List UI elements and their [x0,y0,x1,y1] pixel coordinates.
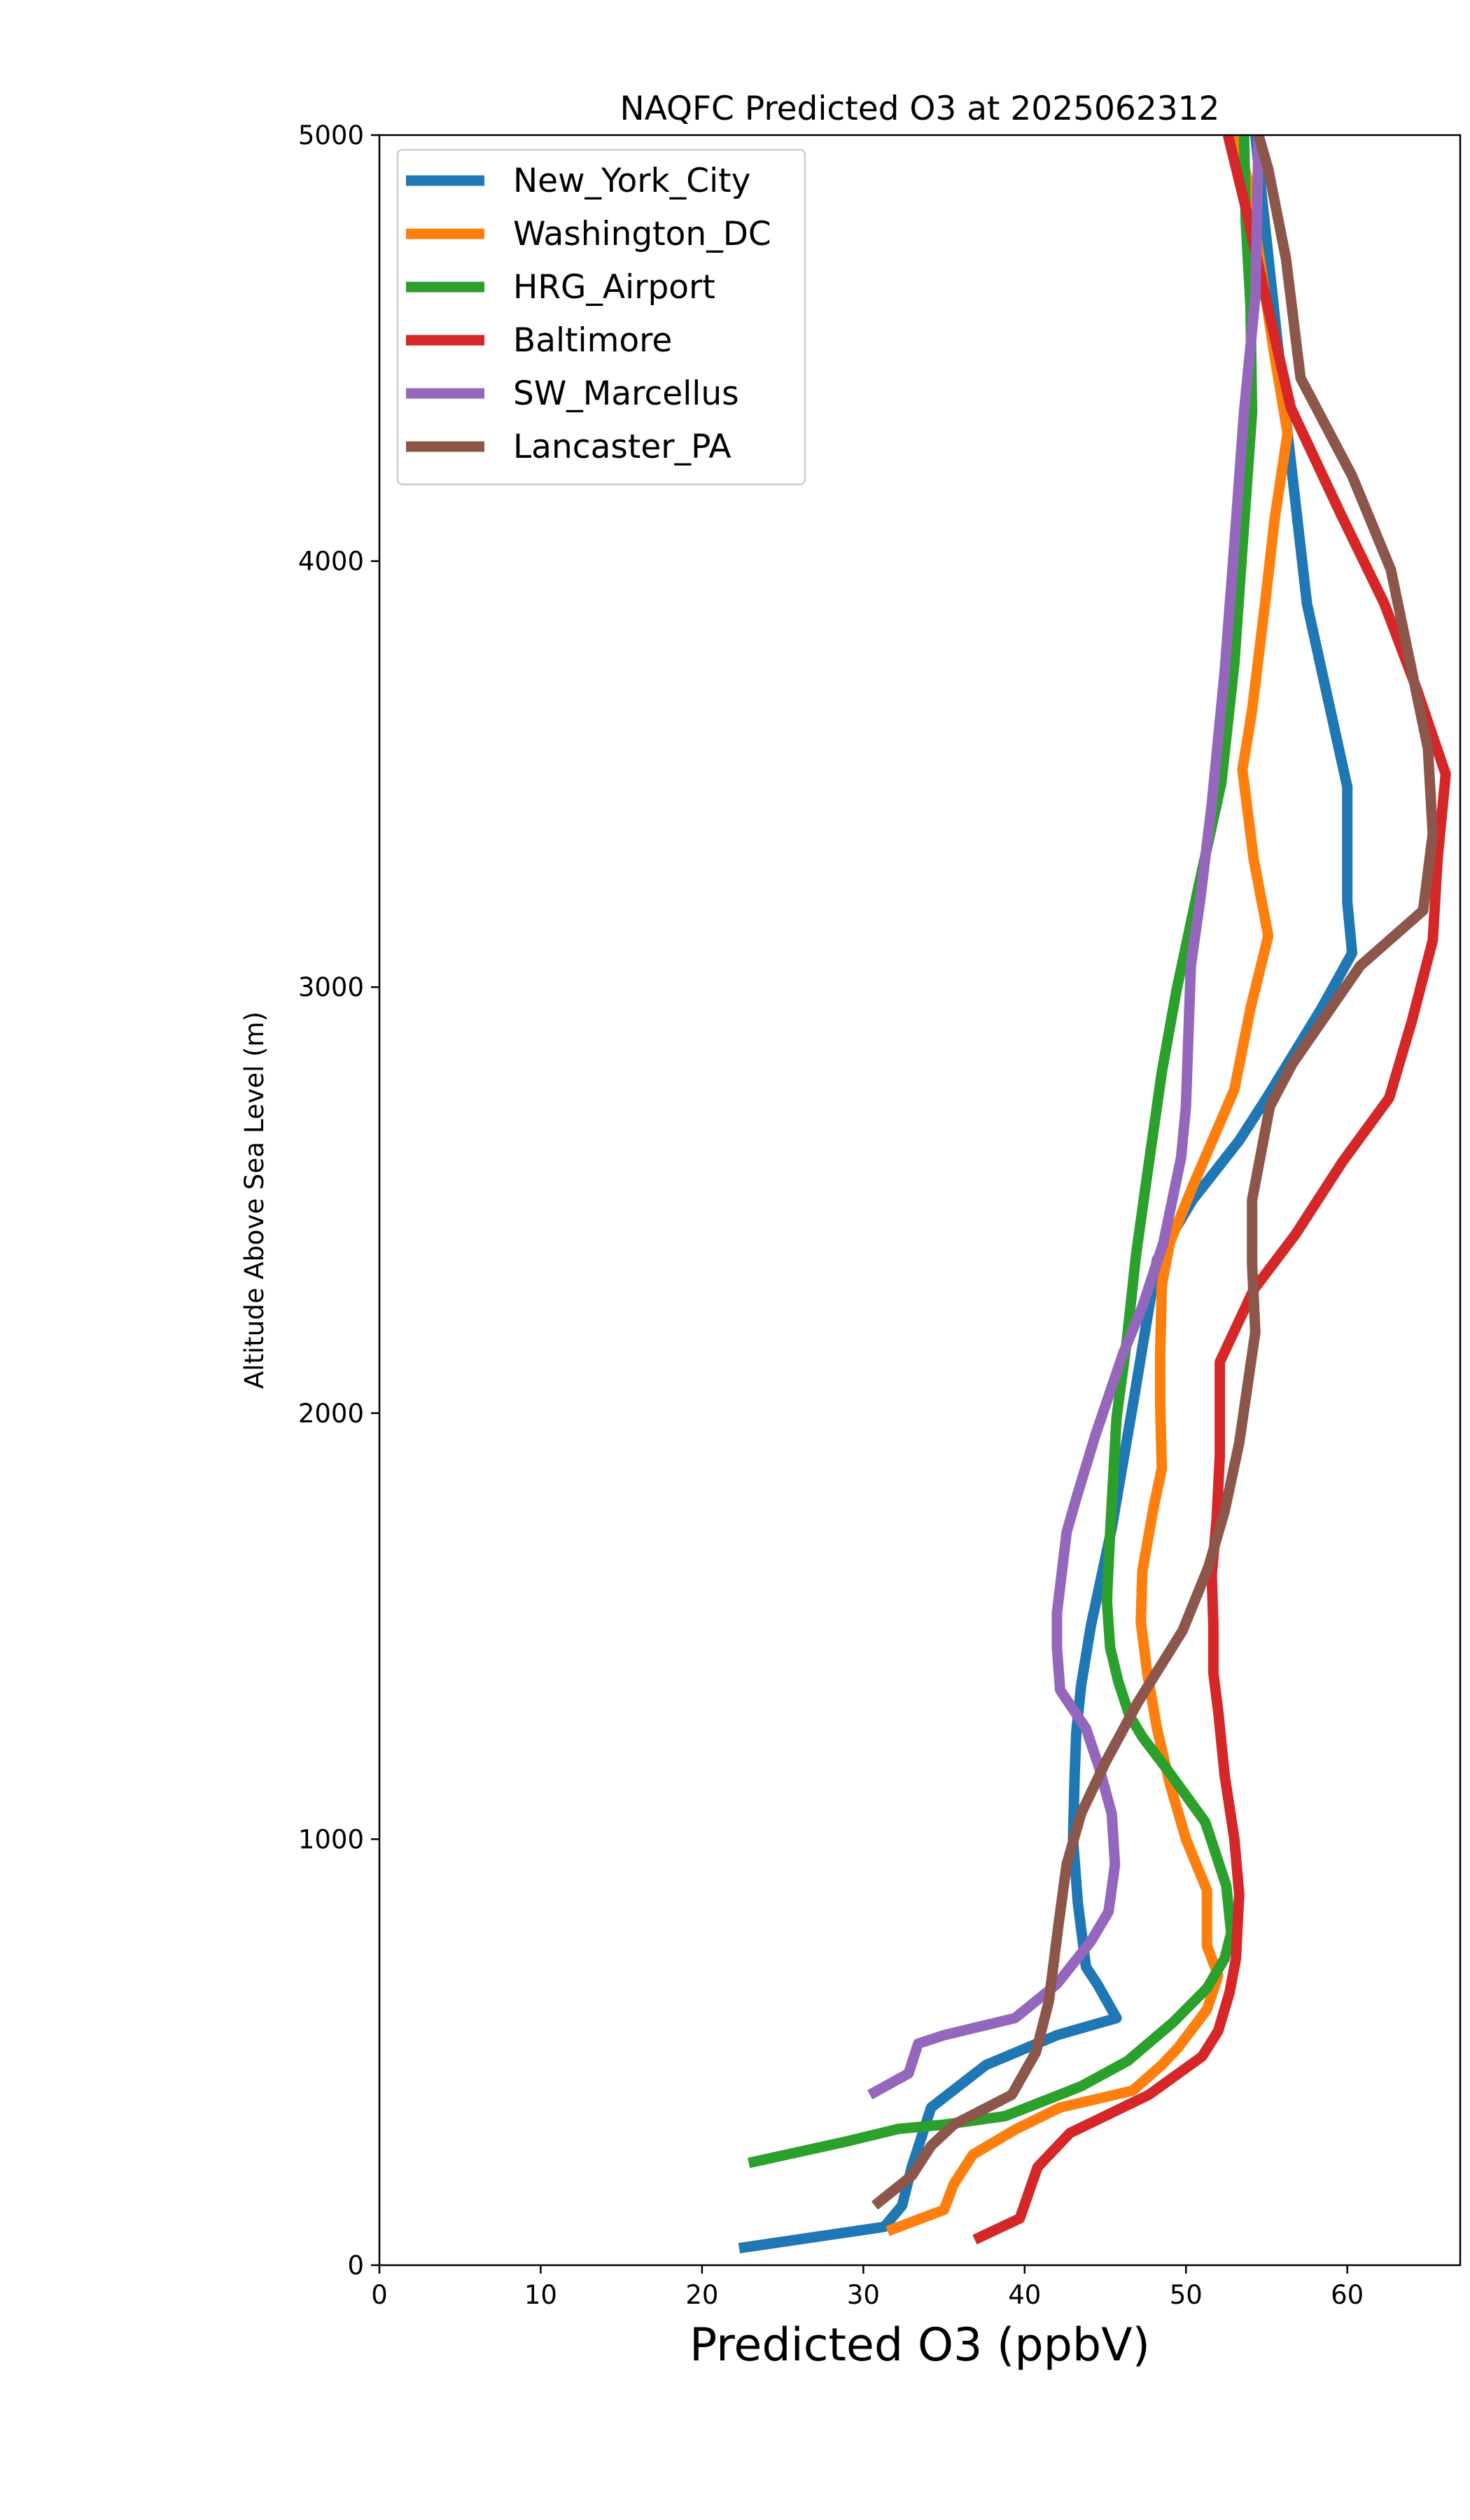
y-tick-label: 4000 [298,547,364,577]
legend-entry-new-york-city: New_York_City [513,162,750,200]
plot-area [738,135,1451,2254]
x-tick-label: 30 [847,2280,880,2310]
x-axis-label: Predicted O3 (ppbV) [690,2319,1150,2372]
y-tick-label: 3000 [298,972,364,1002]
series-line-hrg-airport [748,135,1258,2169]
x-tick-label: 10 [524,2280,557,2310]
series-lines [738,135,1451,2254]
y-axis-label: Altitude Above Sea Level (m) [239,1011,270,1389]
chart-title: NAQFC Predicted O3 at 2025062312 [620,90,1220,128]
legend-entry-baltimore: Baltimore [513,321,672,360]
x-tick-label: 20 [685,2280,718,2310]
x-tick-label: 40 [1008,2280,1041,2310]
legend-entry-washington-dc: Washington_DC [513,215,771,253]
legend-entry-hrg-airport: HRG_Airport [513,268,715,307]
legend: New_York_City Washington_DC HRG_Airport Bal… [396,148,806,486]
series-line-lancaster-pa [871,135,1438,2210]
x-tick-label: 60 [1331,2280,1364,2310]
legend-entry-sw-marcellus: SW_Marcellus [513,374,739,413]
y-tick-label: 1000 [298,1824,364,1854]
y-tick-label: 0 [347,2250,364,2281]
legend-box [396,148,806,486]
series-line-washington-dc [886,135,1293,2236]
x-tick-label: 0 [371,2280,388,2310]
axes: 0 10 20 30 40 50 60 0 1000 2000 3000 4000 5000 [298,120,1462,2310]
series-line-new-york-city [738,135,1358,2254]
y-tick-label: 5000 [298,120,364,150]
plot-frame [378,134,1462,2267]
y-tick-label: 2000 [298,1399,364,1429]
series-line-sw-marcellus [867,135,1264,2100]
x-tick-label: 50 [1170,2280,1203,2310]
legend-entry-lancaster-pa: Lancaster_PA [513,428,732,466]
